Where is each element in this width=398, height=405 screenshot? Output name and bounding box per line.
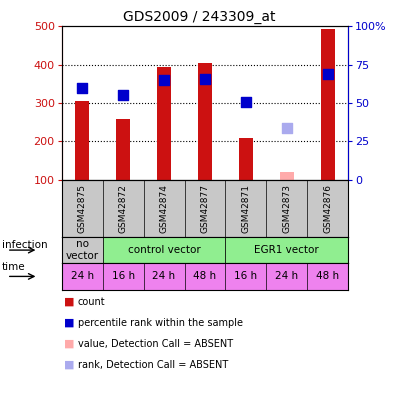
Text: control vector: control vector	[128, 245, 201, 255]
Bar	[321, 29, 335, 180]
Text: EGR1 vector: EGR1 vector	[254, 245, 319, 255]
Text: 48 h: 48 h	[316, 271, 339, 281]
Text: GSM42877: GSM42877	[201, 184, 209, 233]
Text: 16 h: 16 h	[234, 271, 258, 281]
Point	[243, 99, 249, 105]
Text: no
vector: no vector	[66, 239, 99, 261]
Text: ■: ■	[64, 318, 75, 328]
Text: rank, Detection Call = ABSENT: rank, Detection Call = ABSENT	[78, 360, 228, 370]
Bar	[62, 237, 103, 263]
Text: GSM42872: GSM42872	[119, 184, 128, 233]
Bar	[157, 67, 171, 180]
Text: time: time	[2, 262, 25, 272]
Text: value, Detection Call = ABSENT: value, Detection Call = ABSENT	[78, 339, 233, 349]
Text: 24 h: 24 h	[152, 271, 176, 281]
Text: infection: infection	[2, 240, 48, 250]
Text: percentile rank within the sample: percentile rank within the sample	[78, 318, 243, 328]
Text: ■: ■	[64, 339, 75, 349]
Text: 48 h: 48 h	[193, 271, 217, 281]
Bar	[103, 237, 225, 263]
Bar	[75, 101, 89, 180]
Point	[325, 71, 331, 77]
Text: GDS2009 / 243309_at: GDS2009 / 243309_at	[123, 10, 275, 24]
Text: GSM42874: GSM42874	[160, 184, 168, 233]
Text: 16 h: 16 h	[111, 271, 135, 281]
Bar	[239, 139, 253, 180]
Bar	[198, 63, 212, 180]
Text: GSM42871: GSM42871	[242, 184, 250, 233]
Text: GSM42876: GSM42876	[323, 184, 332, 233]
Bar	[280, 172, 294, 180]
Text: ■: ■	[64, 360, 75, 370]
Text: 24 h: 24 h	[275, 271, 298, 281]
Text: GSM42875: GSM42875	[78, 184, 87, 233]
Point	[79, 85, 85, 91]
Text: count: count	[78, 297, 105, 307]
Text: GSM42873: GSM42873	[282, 184, 291, 233]
Bar	[116, 119, 130, 180]
Text: ■: ■	[64, 297, 75, 307]
Point	[284, 125, 290, 131]
Bar	[225, 237, 348, 263]
Point	[161, 77, 167, 83]
Point	[120, 92, 126, 99]
Point	[202, 76, 208, 83]
Text: 24 h: 24 h	[70, 271, 94, 281]
